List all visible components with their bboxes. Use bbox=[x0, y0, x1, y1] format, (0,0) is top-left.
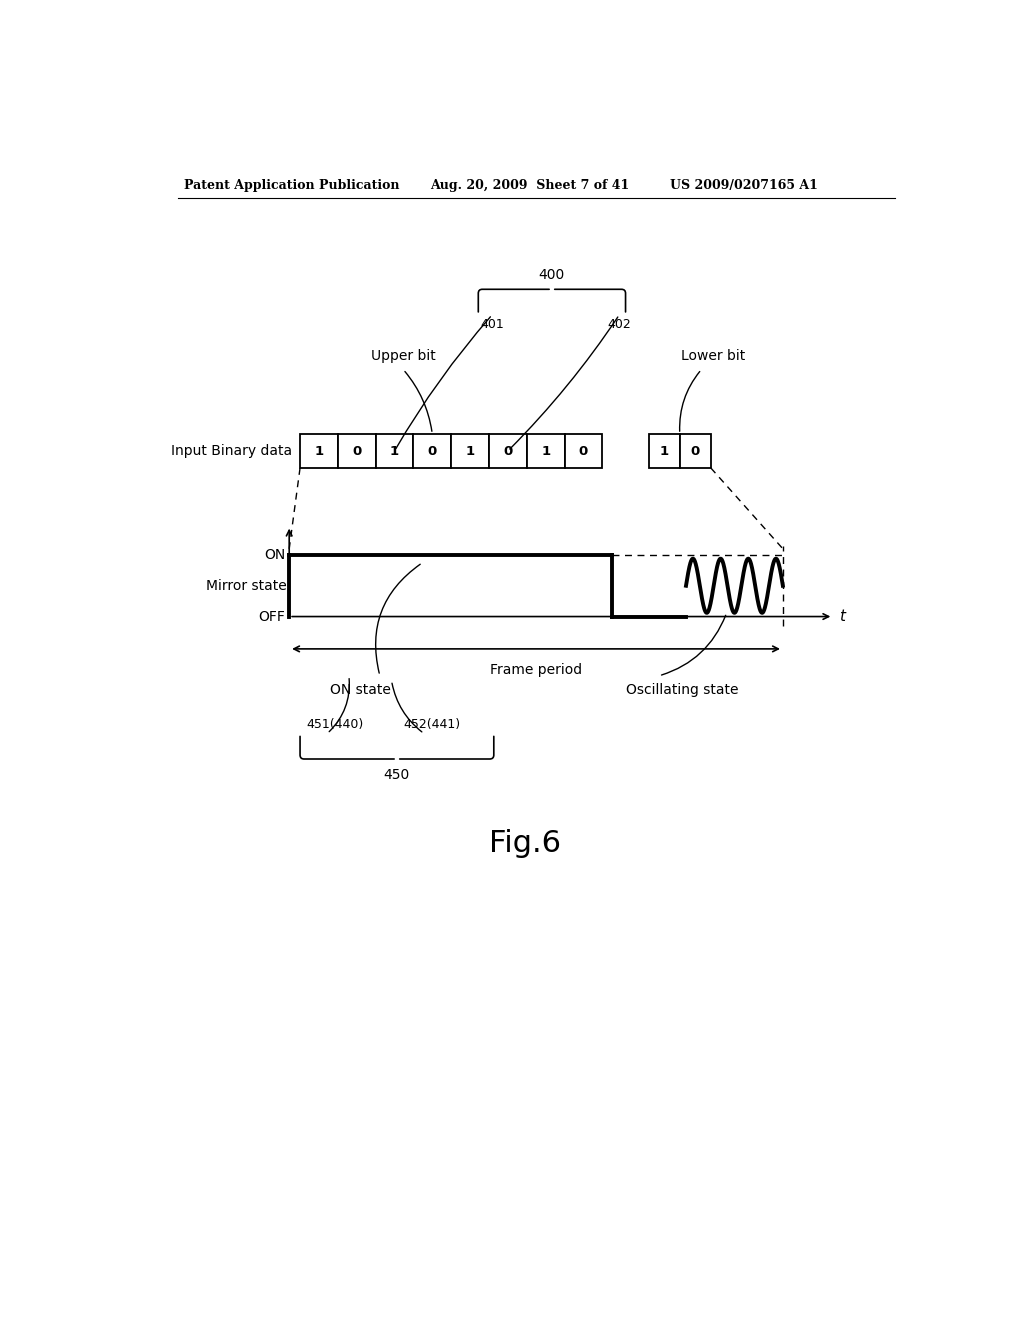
Text: 450: 450 bbox=[384, 768, 410, 783]
Text: ON state: ON state bbox=[330, 682, 391, 697]
Text: ON: ON bbox=[264, 548, 286, 562]
Text: 0: 0 bbox=[428, 445, 437, 458]
Text: Upper bit: Upper bit bbox=[371, 348, 435, 363]
Text: Patent Application Publication: Patent Application Publication bbox=[183, 178, 399, 191]
Text: 451(440): 451(440) bbox=[306, 718, 364, 730]
Bar bbox=[526, 434, 564, 469]
Text: Aug. 20, 2009  Sheet 7 of 41: Aug. 20, 2009 Sheet 7 of 41 bbox=[430, 178, 630, 191]
Text: Oscillating state: Oscillating state bbox=[626, 682, 738, 697]
Text: Lower bit: Lower bit bbox=[681, 348, 745, 363]
Text: 1: 1 bbox=[541, 445, 550, 458]
Text: 0: 0 bbox=[579, 445, 588, 458]
Bar bbox=[488, 434, 526, 469]
Text: 1: 1 bbox=[314, 445, 324, 458]
Text: 0: 0 bbox=[690, 445, 700, 458]
Bar bbox=[300, 434, 338, 469]
Text: 1: 1 bbox=[390, 445, 399, 458]
Bar bbox=[680, 434, 711, 469]
Bar bbox=[414, 434, 452, 469]
Bar bbox=[649, 434, 680, 469]
Text: US 2009/0207165 A1: US 2009/0207165 A1 bbox=[671, 178, 818, 191]
Bar bbox=[564, 434, 602, 469]
Bar bbox=[376, 434, 414, 469]
Text: 0: 0 bbox=[503, 445, 512, 458]
Text: 0: 0 bbox=[352, 445, 361, 458]
Text: Input Binary data: Input Binary data bbox=[171, 444, 292, 458]
Text: t: t bbox=[840, 609, 846, 624]
Text: Mirror state: Mirror state bbox=[206, 578, 287, 593]
Text: 401: 401 bbox=[480, 318, 504, 331]
Text: OFF: OFF bbox=[258, 610, 286, 623]
Text: Frame period: Frame period bbox=[489, 663, 582, 677]
Text: 400: 400 bbox=[539, 268, 565, 281]
Text: 1: 1 bbox=[659, 445, 669, 458]
Text: 1: 1 bbox=[466, 445, 475, 458]
Text: 452(441): 452(441) bbox=[403, 718, 460, 730]
Bar bbox=[452, 434, 488, 469]
Bar bbox=[338, 434, 376, 469]
Text: 402: 402 bbox=[607, 318, 631, 331]
Text: Fig.6: Fig.6 bbox=[488, 829, 561, 858]
